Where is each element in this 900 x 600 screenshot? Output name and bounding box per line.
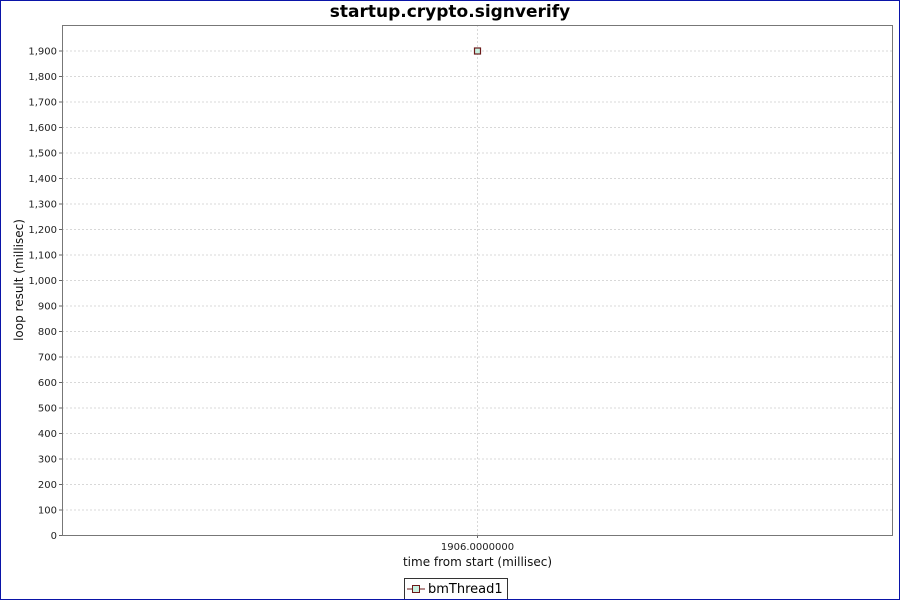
y-tick-label: 700 [38,353,57,364]
y-tick-label: 1,500 [28,149,57,160]
y-tick-label: 1,700 [28,98,57,109]
y-tick-label: 1,800 [28,72,57,83]
chart-title: startup.crypto.signverify [329,2,571,22]
y-tick-label: 0 [51,531,57,542]
y-tick-label: 500 [38,404,57,415]
legend-marker-icon [407,585,425,593]
plot-border [62,25,893,536]
y-tick-label: 1,600 [28,123,57,134]
y-tick-label: 1,900 [28,47,57,58]
legend: bmThread1 [404,578,508,599]
y-tick-label: 1,200 [28,225,57,236]
y-axis-label: loop result (millisec) [12,219,26,341]
x-axis-label: time from start (millisec) [403,555,552,569]
data-point [473,47,482,55]
y-tick-label: 1,400 [28,174,57,185]
y-tick-label: 900 [38,302,57,313]
y-tick-label: 100 [38,506,57,517]
legend-label: bmThread1 [428,581,503,597]
y-tick-label: 300 [38,455,57,466]
y-tick-label: 400 [38,429,57,440]
x-tick-label: 1906.0000000 [441,542,514,553]
y-tick-label: 200 [38,480,57,491]
y-tick-label: 600 [38,378,57,389]
y-tick-label: 800 [38,327,57,338]
y-tick-label: 1,100 [28,251,57,262]
y-tick-label: 1,300 [28,200,57,211]
y-tick-label: 1,000 [28,276,57,287]
